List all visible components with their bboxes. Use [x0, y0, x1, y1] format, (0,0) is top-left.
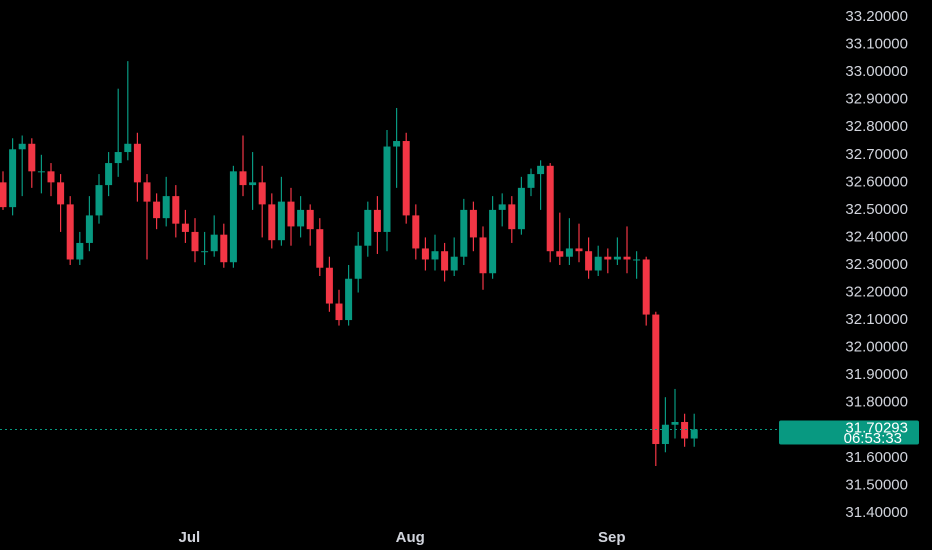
candle-body	[201, 251, 209, 253]
candle-body	[325, 267, 333, 304]
candle-body	[585, 251, 593, 271]
candle-body	[613, 256, 621, 260]
candle-body	[671, 421, 679, 425]
candle-body	[681, 421, 689, 439]
candle-body	[661, 424, 669, 445]
candle-body	[431, 251, 439, 260]
y-tick-label: 32.50000	[845, 201, 908, 218]
y-tick-label: 31.90000	[845, 366, 908, 383]
candle-body	[450, 256, 458, 271]
candle-body	[28, 143, 36, 172]
candle-body	[239, 171, 247, 186]
y-tick-label: 31.60000	[845, 449, 908, 466]
candle-body	[383, 146, 391, 232]
candle-body	[546, 165, 554, 252]
candle-body	[517, 187, 525, 230]
candle-body	[287, 201, 295, 227]
last-price-badge	[779, 420, 919, 445]
candle-body	[479, 237, 487, 274]
candle-body	[633, 259, 641, 261]
candle-body	[277, 201, 285, 241]
y-tick-label: 32.00000	[845, 339, 908, 356]
candle-body	[57, 182, 65, 205]
candle-body	[498, 204, 506, 210]
y-tick-label: 32.20000	[845, 283, 908, 300]
candle-body	[652, 314, 660, 445]
candle-body	[37, 171, 45, 173]
candle-body	[441, 251, 449, 271]
candle-body	[594, 256, 602, 271]
candle-body	[133, 143, 141, 183]
candle-body	[364, 209, 372, 246]
candle-body	[268, 204, 276, 241]
candle-body	[172, 196, 180, 224]
y-tick-label: 32.70000	[845, 146, 908, 163]
candle-body	[76, 242, 84, 260]
candle-body	[191, 231, 199, 252]
candle-body	[0, 182, 7, 208]
y-tick-label: 32.30000	[845, 256, 908, 273]
candle-body	[623, 256, 631, 260]
candle-body	[162, 196, 170, 219]
last-price-label: 31.70293	[845, 419, 908, 436]
candle-body	[345, 278, 353, 321]
candle-body	[373, 209, 381, 232]
candle-body	[537, 165, 545, 175]
candle-body	[306, 209, 314, 230]
x-tick-label: Aug	[396, 529, 425, 546]
candle-body	[124, 143, 132, 153]
candle-body	[229, 171, 237, 263]
y-tick-label: 32.80000	[845, 118, 908, 135]
candle-body	[85, 215, 93, 243]
candle-body	[220, 234, 228, 263]
y-tick-label: 31.40000	[845, 504, 908, 521]
y-tick-label: 33.10000	[845, 36, 908, 53]
candle-body	[642, 259, 650, 315]
y-tick-label: 31.50000	[845, 476, 908, 493]
x-tick-label: Jul	[179, 529, 201, 546]
candle-body	[210, 234, 218, 252]
candle-body	[153, 201, 161, 219]
candle-body	[181, 223, 189, 232]
y-tick-label: 32.90000	[845, 91, 908, 108]
candle-body	[354, 245, 362, 279]
x-tick-label: Sep	[598, 529, 626, 546]
y-tick-label: 33.00000	[845, 63, 908, 80]
candle-body	[335, 303, 343, 321]
candle-body	[95, 185, 103, 216]
y-tick-label: 33.20000	[845, 8, 908, 25]
candle-body	[508, 204, 516, 230]
candle-body	[114, 152, 122, 164]
candle-body	[565, 248, 573, 257]
candle-body	[412, 215, 420, 249]
y-tick-label: 32.40000	[845, 228, 908, 245]
candle-body	[316, 229, 324, 268]
candle-body	[66, 204, 74, 260]
countdown-label: 06:53:33	[844, 430, 902, 447]
candle-body	[297, 209, 305, 227]
candle-body	[9, 149, 17, 208]
y-tick-label: 31.80000	[845, 394, 908, 411]
candle-body	[556, 251, 564, 257]
candle-body	[575, 248, 583, 252]
candle-body	[47, 171, 55, 183]
y-tick-label: 32.60000	[845, 173, 908, 190]
candle-body	[105, 163, 113, 186]
candle-body	[258, 182, 266, 205]
candle-body	[249, 182, 257, 186]
candle-body	[469, 209, 477, 238]
candle-body	[18, 143, 26, 150]
candle-body	[489, 209, 497, 274]
candle-body	[393, 141, 401, 147]
candle-body	[402, 141, 410, 216]
candle-body	[421, 248, 429, 260]
candle-body	[143, 182, 151, 202]
candle-body	[690, 429, 698, 439]
candle-body	[527, 174, 535, 188]
candle-body	[604, 256, 612, 260]
y-tick-label: 32.10000	[845, 311, 908, 328]
candle-body	[460, 209, 468, 257]
